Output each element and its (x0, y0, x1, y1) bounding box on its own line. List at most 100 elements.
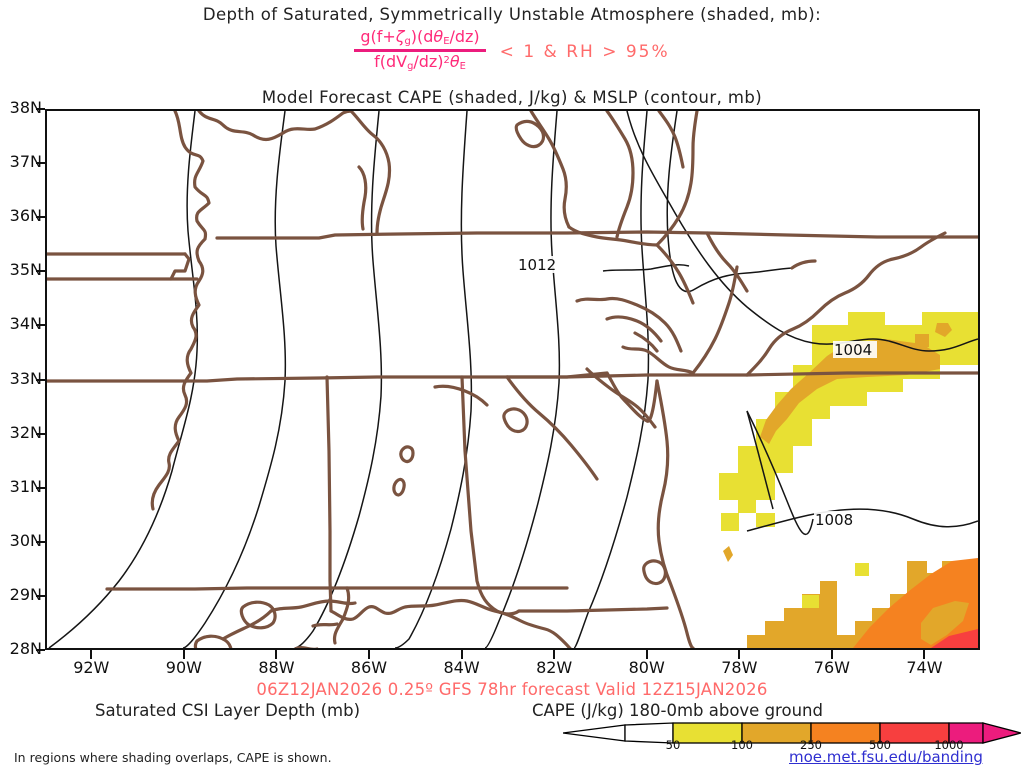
coast-florida-east (655, 379, 695, 648)
map-panel[interactable]: 1012 1004 1008 (45, 109, 980, 650)
lon-tick-label: 84W (443, 658, 480, 677)
lon-tick-mark (460, 650, 463, 659)
coast-chesapeake-b (567, 225, 659, 247)
model-run-line: 06Z12JAN2026 0.25º GFS 78hr forecast Val… (256, 680, 768, 699)
lon-tick-label: 78W (721, 658, 758, 677)
lon-tick-mark (182, 650, 185, 659)
coast-sc-ga (585, 367, 657, 429)
border-ohio-river-c (357, 165, 368, 231)
border-ms-al (325, 375, 333, 613)
mslp-contour-1012b (602, 264, 690, 272)
mslp-contour-1004 (626, 111, 978, 352)
formula-numerator: g(f+ζg)(dθE/dz) (360, 27, 480, 48)
colorbar-tick-label: 100 (731, 738, 753, 752)
mslp-contour-1008 (746, 410, 814, 536)
feature-lake-small-b (392, 477, 406, 497)
lat-tick-label: 32N (9, 422, 42, 442)
mslp-contour-1012 (666, 111, 793, 293)
overlap-note: In regions where shading overlaps, CAPE … (14, 750, 332, 765)
cape-se-staircase (747, 581, 837, 648)
coast-delmarva-b (655, 111, 699, 247)
coast-pamlico-b (605, 315, 663, 343)
coast-louisiana-delta (193, 634, 233, 648)
border-louisiana-north (105, 586, 349, 591)
lat-tick-mark (36, 216, 45, 219)
lat-tick-label: 28N (9, 639, 42, 658)
cape-shaded-field (719, 312, 978, 648)
cape-se-yellow-notch (802, 595, 819, 608)
coast-barrier-islands (311, 622, 339, 628)
lon-tick-mark (645, 650, 648, 659)
coast-pamlico-c (633, 331, 659, 353)
coast-georgia (605, 371, 659, 423)
lon-tick-mark (90, 650, 93, 659)
border-ohio-river (197, 111, 353, 142)
cape-band-50-100-b (756, 513, 775, 527)
lon-tick-label: 82W (536, 658, 573, 677)
coast-gulf-panhandle-b (493, 609, 572, 648)
colorbar-tick-labels: 50 100 250 500 1000 (563, 738, 1021, 752)
cape-band-100-250-dot2 (723, 546, 733, 562)
mslp-contour-e (484, 111, 561, 648)
page-title: Depth of Saturated, Symmetrically Unstab… (202, 5, 822, 24)
colorbar-tail-right (982, 722, 1021, 744)
lake-okeechobee (642, 559, 667, 586)
lon-tick-label: 74W (906, 658, 943, 677)
cape-se-yellow-notch2 (855, 563, 869, 576)
border-ky-va-bit (790, 259, 817, 270)
cape-band-100-250-spur2 (915, 334, 929, 347)
lon-tick-label: 76W (813, 658, 850, 677)
feature-ga-lake (502, 407, 529, 434)
coast-pamlico (575, 296, 683, 353)
lat-tick-label: 29N (9, 584, 42, 604)
lon-tick-mark (738, 650, 741, 659)
lat-tick-label: 30N (9, 530, 42, 550)
cape-band-100-250-spur (935, 323, 952, 337)
cape-band-100-250 (760, 339, 940, 444)
mslp-contour-g (746, 410, 774, 510)
coast-ms-sound (269, 599, 357, 613)
lon-tick-label: 80W (628, 658, 665, 677)
mslp-contour-c (294, 111, 383, 648)
colorbar-tick-label: 500 (869, 738, 891, 752)
lon-tick-mark (368, 650, 370, 659)
mslp-contour-d (394, 111, 473, 648)
lon-tick-label: 92W (73, 658, 110, 677)
border-ga-fl (517, 606, 669, 613)
lon-tick-mark (275, 650, 278, 659)
lat-tick-label: 36N (9, 206, 42, 226)
cape-se-band-500-1000 (931, 629, 978, 648)
coast-delmarva (605, 111, 635, 239)
lat-tick-label: 37N (9, 152, 42, 172)
border-arkansas-notch (47, 252, 191, 281)
lat-tick-mark (36, 540, 45, 543)
lat-tick-label: 31N (9, 476, 42, 496)
border-va-wv (705, 231, 749, 293)
lat-tick-mark (36, 594, 45, 597)
mslp-contour-1008b (746, 508, 978, 532)
border-ohio-river-b (349, 111, 392, 235)
coast-gulf-panhandle (329, 598, 497, 621)
lon-tick-label: 86W (350, 658, 388, 677)
cape-se-inner-amber (921, 601, 969, 645)
csi-criterion-formula: g(f+ζg)(dθE/dz) f(dVg/dz)2θE < 1 & RH > … (0, 28, 1024, 73)
mslp-contour-label-group: 1012 1004 1008 (517, 256, 877, 529)
feature-tn-river (433, 384, 489, 407)
coast-pontchartrain (239, 600, 277, 630)
lon-tick-label: 90W (165, 658, 202, 677)
geography-borders (47, 111, 978, 648)
coast-nc-outer-banks (691, 265, 739, 375)
border-nc-sc (505, 371, 609, 379)
source-url-link[interactable]: moe.met.fsu.edu/banding (789, 748, 983, 766)
colorbar-tick-label: 50 (665, 738, 681, 752)
coast-carolinas (621, 345, 695, 375)
border-mississippi-river (150, 111, 211, 511)
lon-tick-mark (923, 650, 926, 659)
cape-colorbar[interactable] (563, 722, 1021, 744)
mslp-label-1008: 1008 (815, 511, 853, 529)
legend-csi-title: Saturated CSI Layer Depth (mb) (95, 701, 361, 720)
cape-band-50-100-cell (721, 513, 739, 531)
border-va-wv-b (657, 111, 685, 169)
lat-tick-mark (36, 486, 45, 489)
colorbar-tick-label: 250 (800, 738, 822, 752)
